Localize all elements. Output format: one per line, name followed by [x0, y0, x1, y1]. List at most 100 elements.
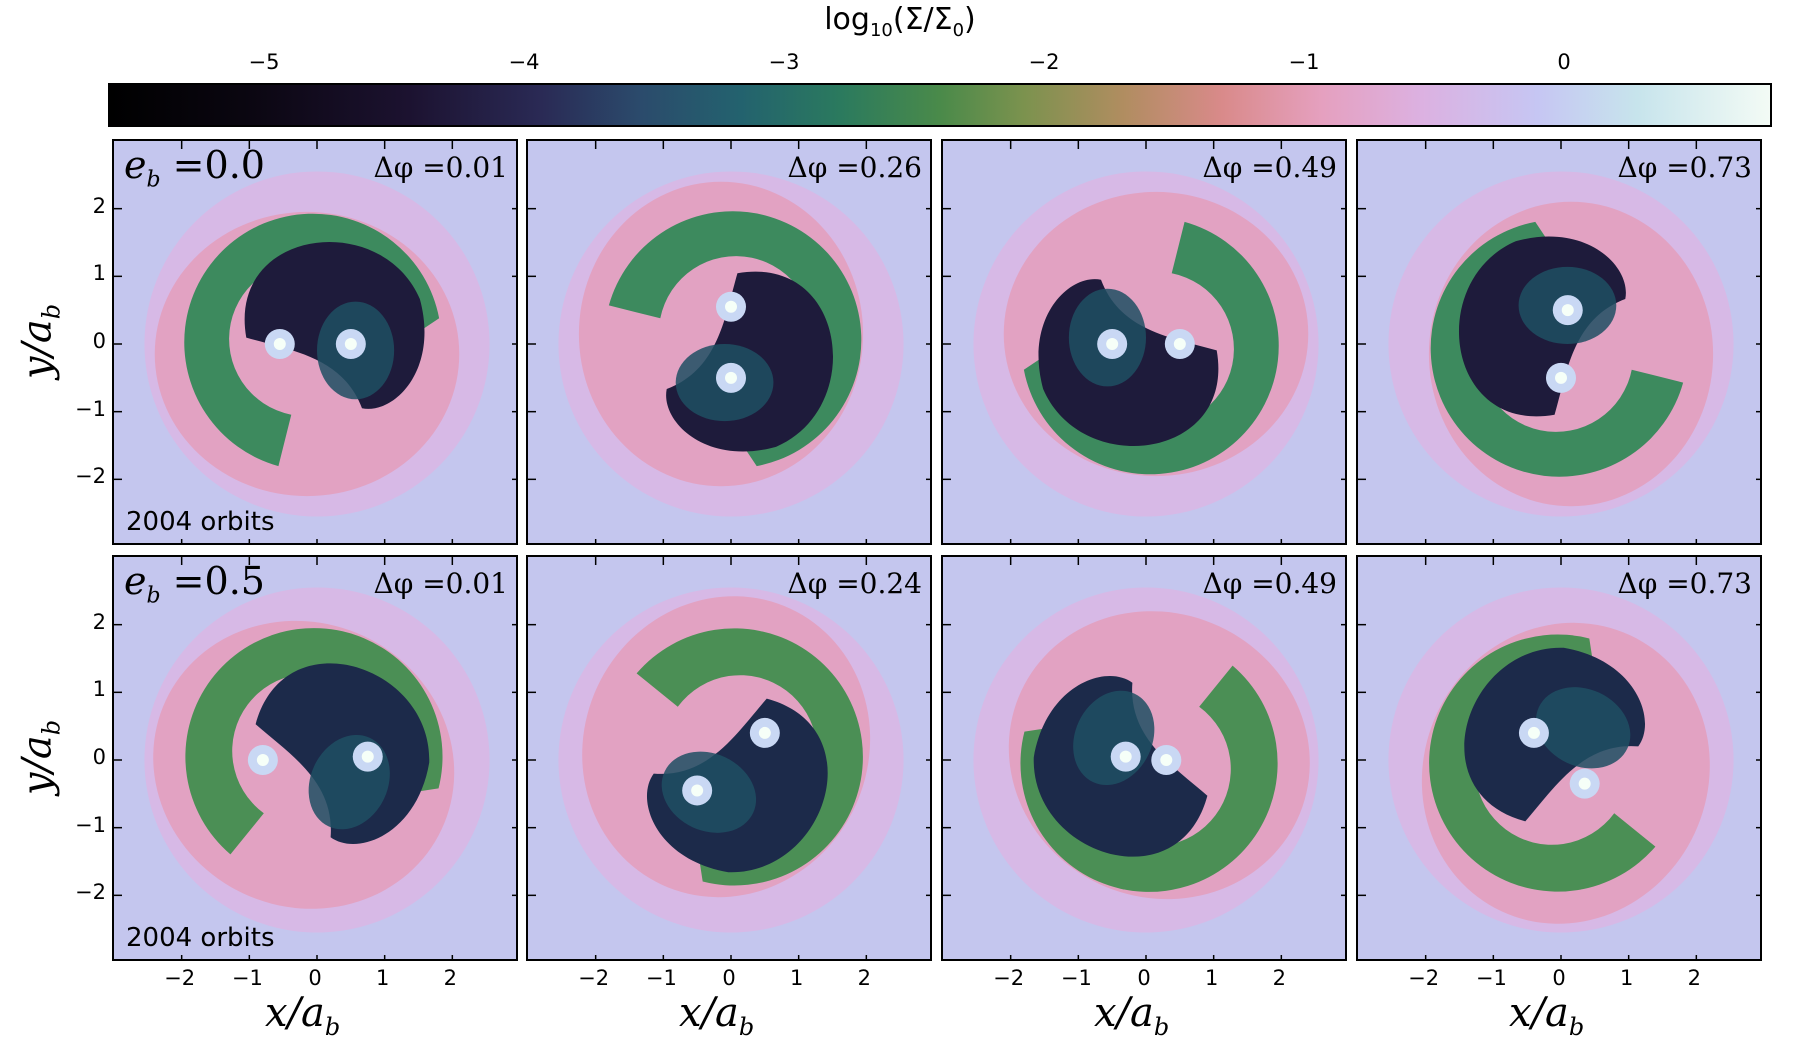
binary-star — [256, 754, 269, 766]
x-axis-title: x/ab — [265, 990, 340, 1041]
x-axis-title: x/ab — [679, 990, 754, 1041]
x-tick-label: 0 — [308, 966, 322, 990]
eb-subscript: b — [146, 583, 161, 609]
density-map — [943, 557, 1345, 959]
binary-star — [691, 784, 704, 797]
x-tick-label: −1 — [1060, 966, 1092, 990]
colorbar-tick-label: −4 — [508, 50, 540, 74]
x-axis-title-main: x/a — [1094, 990, 1154, 1036]
x-axis-title-sub: b — [738, 1013, 755, 1041]
eccentricity-label: eb =0.0 — [124, 143, 265, 193]
density-panel: Δφ =0.26 — [526, 139, 932, 545]
binary-star — [1160, 754, 1173, 766]
phase-label: Δφ =0.01 — [373, 151, 508, 184]
y-tick-label: 0 — [92, 329, 106, 353]
x-tick-label: −2 — [1408, 966, 1440, 990]
x-tick-label: 0 — [722, 966, 736, 990]
x-axis-title-main: x/a — [679, 990, 739, 1036]
eb-value: =0.0 — [160, 143, 265, 187]
binary-star — [1106, 338, 1119, 350]
phase-label: Δφ =0.24 — [787, 567, 922, 600]
density-map — [528, 141, 930, 543]
colorbar — [108, 83, 1772, 127]
y-axis-title: y/ab — [15, 292, 66, 392]
binary-star — [725, 300, 737, 313]
phase-label: Δφ =0.73 — [1617, 567, 1752, 600]
x-axis-title: x/ab — [1509, 990, 1584, 1041]
x-tick-label: 2 — [443, 966, 458, 990]
binary-star — [725, 371, 737, 384]
density-panel: Δφ =0.49 — [941, 139, 1347, 545]
x-tick-label: 2 — [1272, 966, 1287, 990]
x-tick-label: −2 — [993, 966, 1025, 990]
y-axis-title-sub: b — [37, 719, 66, 736]
binary-star — [1578, 777, 1591, 790]
density-panel: Δφ =0.24 — [526, 555, 932, 961]
y-tick-label: 0 — [92, 745, 106, 769]
x-axis-title: x/ab — [1094, 990, 1169, 1041]
y-axis-title-main: y/a — [14, 735, 61, 796]
x-tick-label: 1 — [1204, 966, 1219, 990]
eb-subscript: b — [146, 167, 161, 193]
eb-symbol: e — [124, 143, 147, 187]
y-tick-label: 1 — [92, 677, 106, 702]
density-map — [1358, 557, 1760, 959]
x-tick-label: 0 — [1137, 966, 1151, 990]
y-tick-label: 1 — [92, 261, 106, 286]
eb-symbol: e — [124, 559, 147, 603]
colorbar-tick-label: −3 — [768, 50, 800, 74]
y-tick-label: −1 — [75, 812, 106, 837]
orbits-label: 2004 orbits — [126, 507, 275, 537]
binary-star — [758, 726, 771, 739]
x-axis-title-sub: b — [1568, 1013, 1585, 1041]
inner-stream — [1535, 687, 1631, 769]
density-panel: eb =0.5 2004 orbits Δφ =0.01 — [112, 555, 518, 961]
colorbar-tick-label: 0 — [1557, 50, 1571, 74]
density-panel: Δφ =0.49 — [941, 555, 1347, 961]
x-tick-label: 2 — [857, 966, 872, 990]
x-tick-label: 1 — [789, 966, 804, 990]
binary-star — [1555, 371, 1567, 384]
x-axis-title-main: x/a — [265, 990, 325, 1036]
y-axis-title-sub: b — [37, 303, 66, 320]
binary-star — [273, 338, 286, 350]
binary-star — [1119, 750, 1132, 763]
density-map — [114, 557, 516, 959]
y-tick-label: −1 — [75, 396, 106, 421]
x-tick-label: −2 — [578, 966, 610, 990]
x-tick-label: −1 — [645, 966, 677, 990]
density-map — [1358, 141, 1760, 543]
x-tick-label: −1 — [1475, 966, 1507, 990]
eb-value: =0.5 — [160, 559, 265, 603]
density-panel: Δφ =0.73 — [1356, 555, 1762, 961]
y-tick-label: −2 — [75, 464, 106, 489]
x-tick-label: 0 — [1552, 966, 1566, 990]
colorbar-title: log10(Σ/Σ0) — [824, 2, 976, 41]
binary-star — [1173, 338, 1186, 350]
density-panel: eb =0.0 2004 orbits Δφ =0.01 — [112, 139, 518, 545]
binary-star — [344, 338, 357, 350]
y-axis-title-main: y/a — [14, 319, 61, 380]
colorbar-tick-label: −5 — [248, 50, 280, 74]
density-map — [943, 141, 1345, 543]
phase-label: Δφ =0.49 — [1202, 567, 1337, 600]
x-tick-label: 1 — [375, 966, 390, 990]
y-tick-label: −2 — [75, 880, 106, 905]
density-map — [528, 557, 930, 959]
density-map — [114, 141, 516, 543]
phase-label: Δφ =0.26 — [787, 151, 922, 184]
binary-star — [1527, 726, 1540, 739]
y-tick-label: 2 — [92, 609, 106, 634]
density-panel: Δφ =0.73 — [1356, 139, 1762, 545]
x-tick-label: 2 — [1687, 966, 1702, 990]
x-tick-label: −1 — [231, 966, 263, 990]
y-axis-title: y/ab — [15, 708, 66, 808]
x-axis-title-main: x/a — [1509, 990, 1569, 1036]
orbits-label: 2004 orbits — [126, 923, 275, 953]
x-tick-label: 1 — [1619, 966, 1634, 990]
y-tick-label: 2 — [92, 193, 106, 218]
x-axis-title-sub: b — [1153, 1013, 1170, 1041]
phase-label: Δφ =0.01 — [373, 567, 508, 600]
x-tick-label: −2 — [164, 966, 196, 990]
